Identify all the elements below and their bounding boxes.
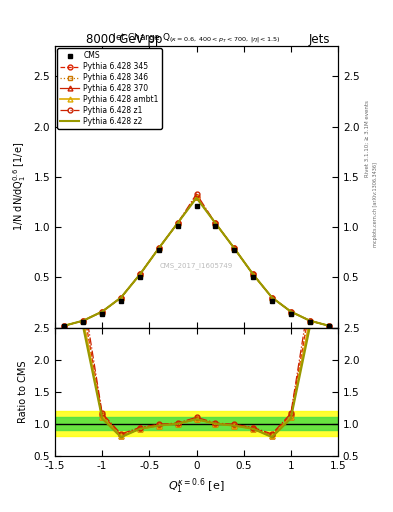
Y-axis label: 1/N dN/dQ$_1^{0.6}$ [1/e]: 1/N dN/dQ$_1^{0.6}$ [1/e] [11, 142, 28, 231]
Text: Rivet 3.1.10; ≥ 3.1M events: Rivet 3.1.10; ≥ 3.1M events [365, 100, 370, 177]
CMS [232, 247, 237, 253]
CMS [81, 318, 86, 325]
CMS [119, 297, 123, 304]
Text: 8000 GeV pp: 8000 GeV pp [86, 33, 163, 46]
CMS [213, 223, 218, 229]
CMS [270, 297, 274, 304]
Text: mcplots.cern.ch [arXiv:1306.3436]: mcplots.cern.ch [arXiv:1306.3436] [373, 162, 378, 247]
Line: CMS: CMS [62, 204, 331, 328]
CMS [156, 247, 161, 253]
X-axis label: $Q_1^{\kappa=0.6}$ [e]: $Q_1^{\kappa=0.6}$ [e] [168, 476, 225, 496]
CMS [288, 310, 293, 316]
Bar [55, 411, 338, 436]
CMS [307, 318, 312, 325]
Text: CMS_2017_I1605749: CMS_2017_I1605749 [160, 262, 233, 269]
Bar [55, 417, 338, 430]
CMS [138, 274, 142, 281]
CMS [194, 203, 199, 209]
Title: Jet Charge Q$_{(\kappa=0.6,\ 400<p_T<700,\ |\eta|<1.5)}$: Jet Charge Q$_{(\kappa=0.6,\ 400<p_T<700… [112, 32, 281, 46]
CMS [100, 310, 105, 316]
Legend: CMS, Pythia 6.428 345, Pythia 6.428 346, Pythia 6.428 370, Pythia 6.428 ambt1, P: CMS, Pythia 6.428 345, Pythia 6.428 346,… [57, 48, 162, 129]
CMS [326, 323, 331, 329]
CMS [62, 323, 67, 329]
CMS [175, 223, 180, 229]
CMS [251, 274, 255, 281]
Text: Jets: Jets [309, 33, 330, 46]
Y-axis label: Ratio to CMS: Ratio to CMS [18, 360, 28, 423]
